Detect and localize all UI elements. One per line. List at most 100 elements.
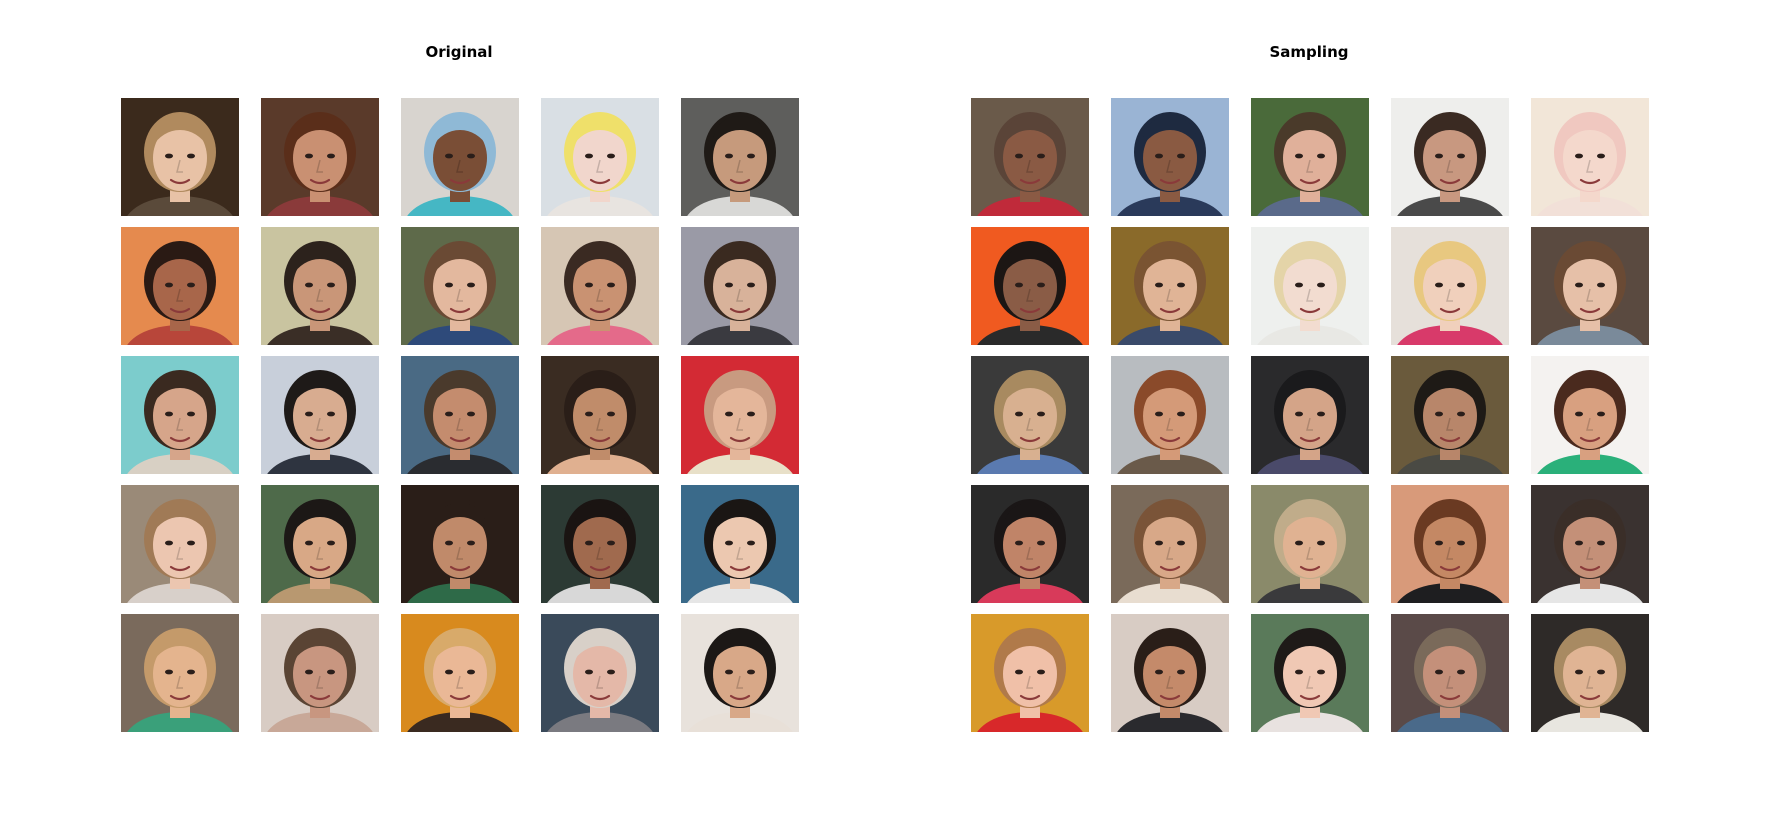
face-thumbnail <box>1251 485 1369 603</box>
face-thumbnail <box>1111 485 1229 603</box>
original-face-image <box>261 485 379 603</box>
original-face-image <box>681 485 799 603</box>
sampling-face-image <box>1391 356 1509 474</box>
face-thumbnail <box>681 227 799 345</box>
sampling-face-image <box>1111 356 1229 474</box>
original-face-image <box>401 614 519 732</box>
face-thumbnail <box>1111 227 1229 345</box>
face-thumbnail <box>401 356 519 474</box>
face-thumbnail <box>121 485 239 603</box>
face-thumbnail <box>971 614 1089 732</box>
original-face-image <box>121 227 239 345</box>
face-thumbnail <box>971 227 1089 345</box>
face-thumbnail <box>681 485 799 603</box>
sampling-face-image <box>1111 227 1229 345</box>
face-thumbnail <box>1531 356 1649 474</box>
face-thumbnail <box>541 614 659 732</box>
face-thumbnail <box>1251 98 1369 216</box>
face-thumbnail <box>1251 356 1369 474</box>
original-face-image <box>261 98 379 216</box>
face-thumbnail <box>261 98 379 216</box>
face-thumbnail <box>1531 227 1649 345</box>
face-thumbnail <box>681 98 799 216</box>
sampling-face-image <box>1111 614 1229 732</box>
sampling-face-image <box>1251 485 1369 603</box>
face-thumbnail <box>1111 356 1229 474</box>
face-thumbnail <box>121 614 239 732</box>
sampling-face-image <box>1531 227 1649 345</box>
original-face-image <box>121 356 239 474</box>
face-thumbnail <box>1531 98 1649 216</box>
original-face-image <box>541 98 659 216</box>
original-face-image <box>121 614 239 732</box>
face-thumbnail <box>541 98 659 216</box>
sampling-face-image <box>1251 227 1369 345</box>
sampling-face-image <box>1251 98 1369 216</box>
original-face-image <box>681 356 799 474</box>
face-thumbnail <box>1251 227 1369 345</box>
face-thumbnail <box>541 227 659 345</box>
sampling-face-image <box>971 356 1089 474</box>
original-face-image <box>541 485 659 603</box>
face-thumbnail <box>1391 485 1509 603</box>
sampling-face-image <box>1531 356 1649 474</box>
face-thumbnail <box>401 227 519 345</box>
face-thumbnail <box>681 356 799 474</box>
sampling-face-image <box>1111 485 1229 603</box>
sampling-face-image <box>1251 356 1369 474</box>
face-thumbnail <box>1391 227 1509 345</box>
panel-title-sampling: Sampling <box>1269 43 1349 61</box>
sampling-face-image <box>1531 485 1649 603</box>
sampling-face-image <box>971 485 1089 603</box>
face-thumbnail <box>121 356 239 474</box>
original-face-image <box>541 356 659 474</box>
face-thumbnail <box>681 614 799 732</box>
original-face-image <box>121 485 239 603</box>
face-thumbnail <box>261 485 379 603</box>
image-grid-original <box>121 98 799 732</box>
face-thumbnail <box>401 98 519 216</box>
face-thumbnail <box>1391 356 1509 474</box>
face-thumbnail <box>1391 614 1509 732</box>
sampling-face-image <box>1391 98 1509 216</box>
original-face-image <box>401 98 519 216</box>
original-face-image <box>261 356 379 474</box>
face-thumbnail <box>121 227 239 345</box>
sampling-face-image <box>1251 614 1369 732</box>
original-face-image <box>681 98 799 216</box>
face-thumbnail <box>261 356 379 474</box>
panel-title-original: Original <box>425 43 493 61</box>
face-thumbnail <box>971 356 1089 474</box>
face-thumbnail <box>1531 485 1649 603</box>
sampling-face-image <box>1111 98 1229 216</box>
face-thumbnail <box>971 98 1089 216</box>
face-thumbnail <box>401 614 519 732</box>
original-face-image <box>401 227 519 345</box>
face-thumbnail <box>1251 614 1369 732</box>
face-thumbnail <box>541 485 659 603</box>
face-thumbnail <box>121 98 239 216</box>
original-face-image <box>681 227 799 345</box>
original-face-image <box>121 98 239 216</box>
sampling-face-image <box>1531 98 1649 216</box>
original-face-image <box>261 227 379 345</box>
sampling-face-image <box>971 98 1089 216</box>
sampling-face-image <box>1531 614 1649 732</box>
original-face-image <box>541 614 659 732</box>
original-face-image <box>541 227 659 345</box>
face-thumbnail <box>261 614 379 732</box>
original-face-image <box>401 356 519 474</box>
sampling-face-image <box>1391 614 1509 732</box>
face-thumbnail <box>261 227 379 345</box>
image-grid-sampling <box>971 98 1649 732</box>
face-thumbnail <box>971 485 1089 603</box>
face-thumbnail <box>541 356 659 474</box>
sampling-face-image <box>1391 485 1509 603</box>
face-thumbnail <box>1531 614 1649 732</box>
original-face-image <box>401 485 519 603</box>
face-thumbnail <box>1111 98 1229 216</box>
sampling-face-image <box>1391 227 1509 345</box>
original-face-image <box>261 614 379 732</box>
face-thumbnail <box>1111 614 1229 732</box>
face-thumbnail <box>1391 98 1509 216</box>
